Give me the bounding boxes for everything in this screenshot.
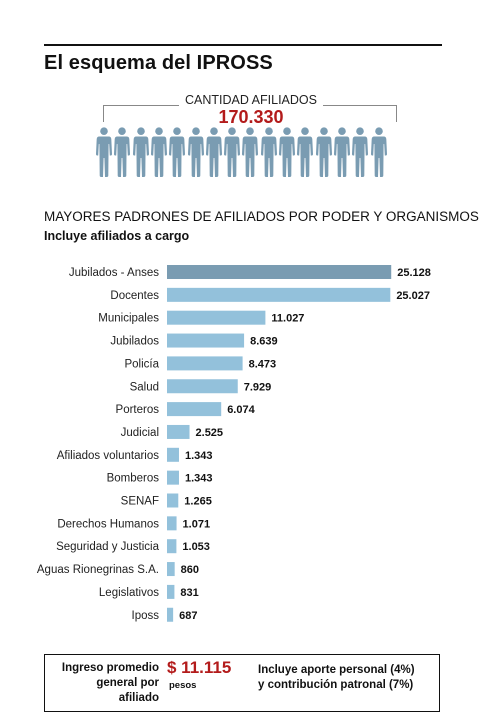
person-icon <box>352 127 369 177</box>
category-label: Policía <box>124 358 159 370</box>
person-icon <box>205 127 222 177</box>
category-label: Derechos Humanos <box>57 518 159 530</box>
value-label: 831 <box>180 587 198 599</box>
bar <box>167 356 243 371</box>
category-label: SENAF <box>121 496 159 508</box>
bar-chart: Jubilados - Anses 25.128 Docentes 25.027 Mun… <box>37 265 431 622</box>
footer-note-line: Incluye aporte personal (4%) <box>258 664 415 676</box>
value-label: 687 <box>179 610 197 622</box>
person-icon <box>370 127 387 177</box>
bar <box>167 402 222 417</box>
person-icon <box>187 127 204 177</box>
value-label: 7.929 <box>244 381 272 393</box>
value-label: 6.074 <box>227 404 255 416</box>
category-label: Municipales <box>98 313 159 325</box>
person-icon-row <box>96 127 406 177</box>
footer-income-line: Ingreso promedio <box>61 662 159 674</box>
bar <box>167 470 179 485</box>
value-label: 2.525 <box>196 427 224 439</box>
value-label: 25.128 <box>397 267 431 279</box>
footer-income-line: general por <box>96 677 159 689</box>
value-label: 1.053 <box>182 541 210 553</box>
bar <box>167 562 175 577</box>
person-icon <box>315 127 332 177</box>
person-icon <box>114 127 131 177</box>
category-label: Jubilados - Anses <box>69 267 159 279</box>
person-icon <box>333 127 350 177</box>
footer-box: Ingreso promedio general por afiliado $ … <box>44 654 440 712</box>
category-label: Iposs <box>132 610 160 622</box>
category-label: Judicial <box>121 427 159 439</box>
bar <box>167 607 174 622</box>
bar <box>167 287 391 302</box>
footer-note: Incluye aporte personal (4%) y contribuc… <box>258 663 436 693</box>
value-label: 1.071 <box>183 518 211 530</box>
footer-income-line: afiliado <box>118 692 159 704</box>
bar <box>167 584 175 599</box>
person-icon <box>224 127 241 177</box>
bar <box>167 265 392 279</box>
value-label: 1.343 <box>185 473 213 485</box>
value-label: 8.473 <box>249 358 277 370</box>
chart-title: MAYORES PADRONES DE AFILIADOS POR PODER … <box>44 209 479 224</box>
top-rule <box>44 44 442 46</box>
footer-note-line: y contribución patronal (7%) <box>258 679 414 691</box>
page-title: El esquema del IPROSS <box>44 52 273 74</box>
value-label: 1.265 <box>184 496 212 508</box>
bar <box>167 447 179 462</box>
person-icon <box>96 127 112 177</box>
value-label: 860 <box>181 564 199 576</box>
bar <box>167 333 245 348</box>
footer-unit: pesos <box>169 680 197 691</box>
category-label: Porteros <box>116 404 160 416</box>
person-icon <box>279 127 295 177</box>
category-label: Docentes <box>110 290 159 302</box>
category-label: Afiliados voluntarios <box>57 450 160 462</box>
chart-subtitle: Incluye afiliados a cargo <box>44 229 190 243</box>
bar <box>167 493 179 508</box>
footer-income-label: Ingreso promedio general por afiliado <box>51 661 159 706</box>
person-icon <box>297 127 314 177</box>
footer-amount: $ 11.115 <box>167 658 232 677</box>
category-label: Salud <box>130 381 159 393</box>
bar <box>167 424 190 439</box>
person-icon <box>260 127 277 177</box>
category-label: Jubilados <box>110 336 159 348</box>
bar <box>167 379 238 394</box>
bar <box>167 310 266 325</box>
category-label: Legislativos <box>99 587 159 599</box>
bar <box>167 539 177 554</box>
category-label: Aguas Rionegrinas S.A. <box>37 564 159 576</box>
person-icon <box>132 127 149 177</box>
category-label: Seguridad y Justicia <box>56 541 160 553</box>
bar <box>167 516 177 531</box>
person-icon <box>150 127 167 177</box>
person-icon <box>169 127 186 177</box>
value-label: 11.027 <box>271 313 304 325</box>
affiliates-label-text: CANTIDAD AFILIADOS <box>179 93 323 107</box>
category-label: Bomberos <box>107 473 160 485</box>
affiliates-label: CANTIDAD AFILIADOS <box>0 93 502 107</box>
value-label: 25.027 <box>396 290 430 302</box>
value-label: 8.639 <box>250 336 278 348</box>
person-icon <box>242 127 259 177</box>
affiliates-count: 170.330 <box>218 107 284 127</box>
value-label: 1.343 <box>185 450 213 462</box>
